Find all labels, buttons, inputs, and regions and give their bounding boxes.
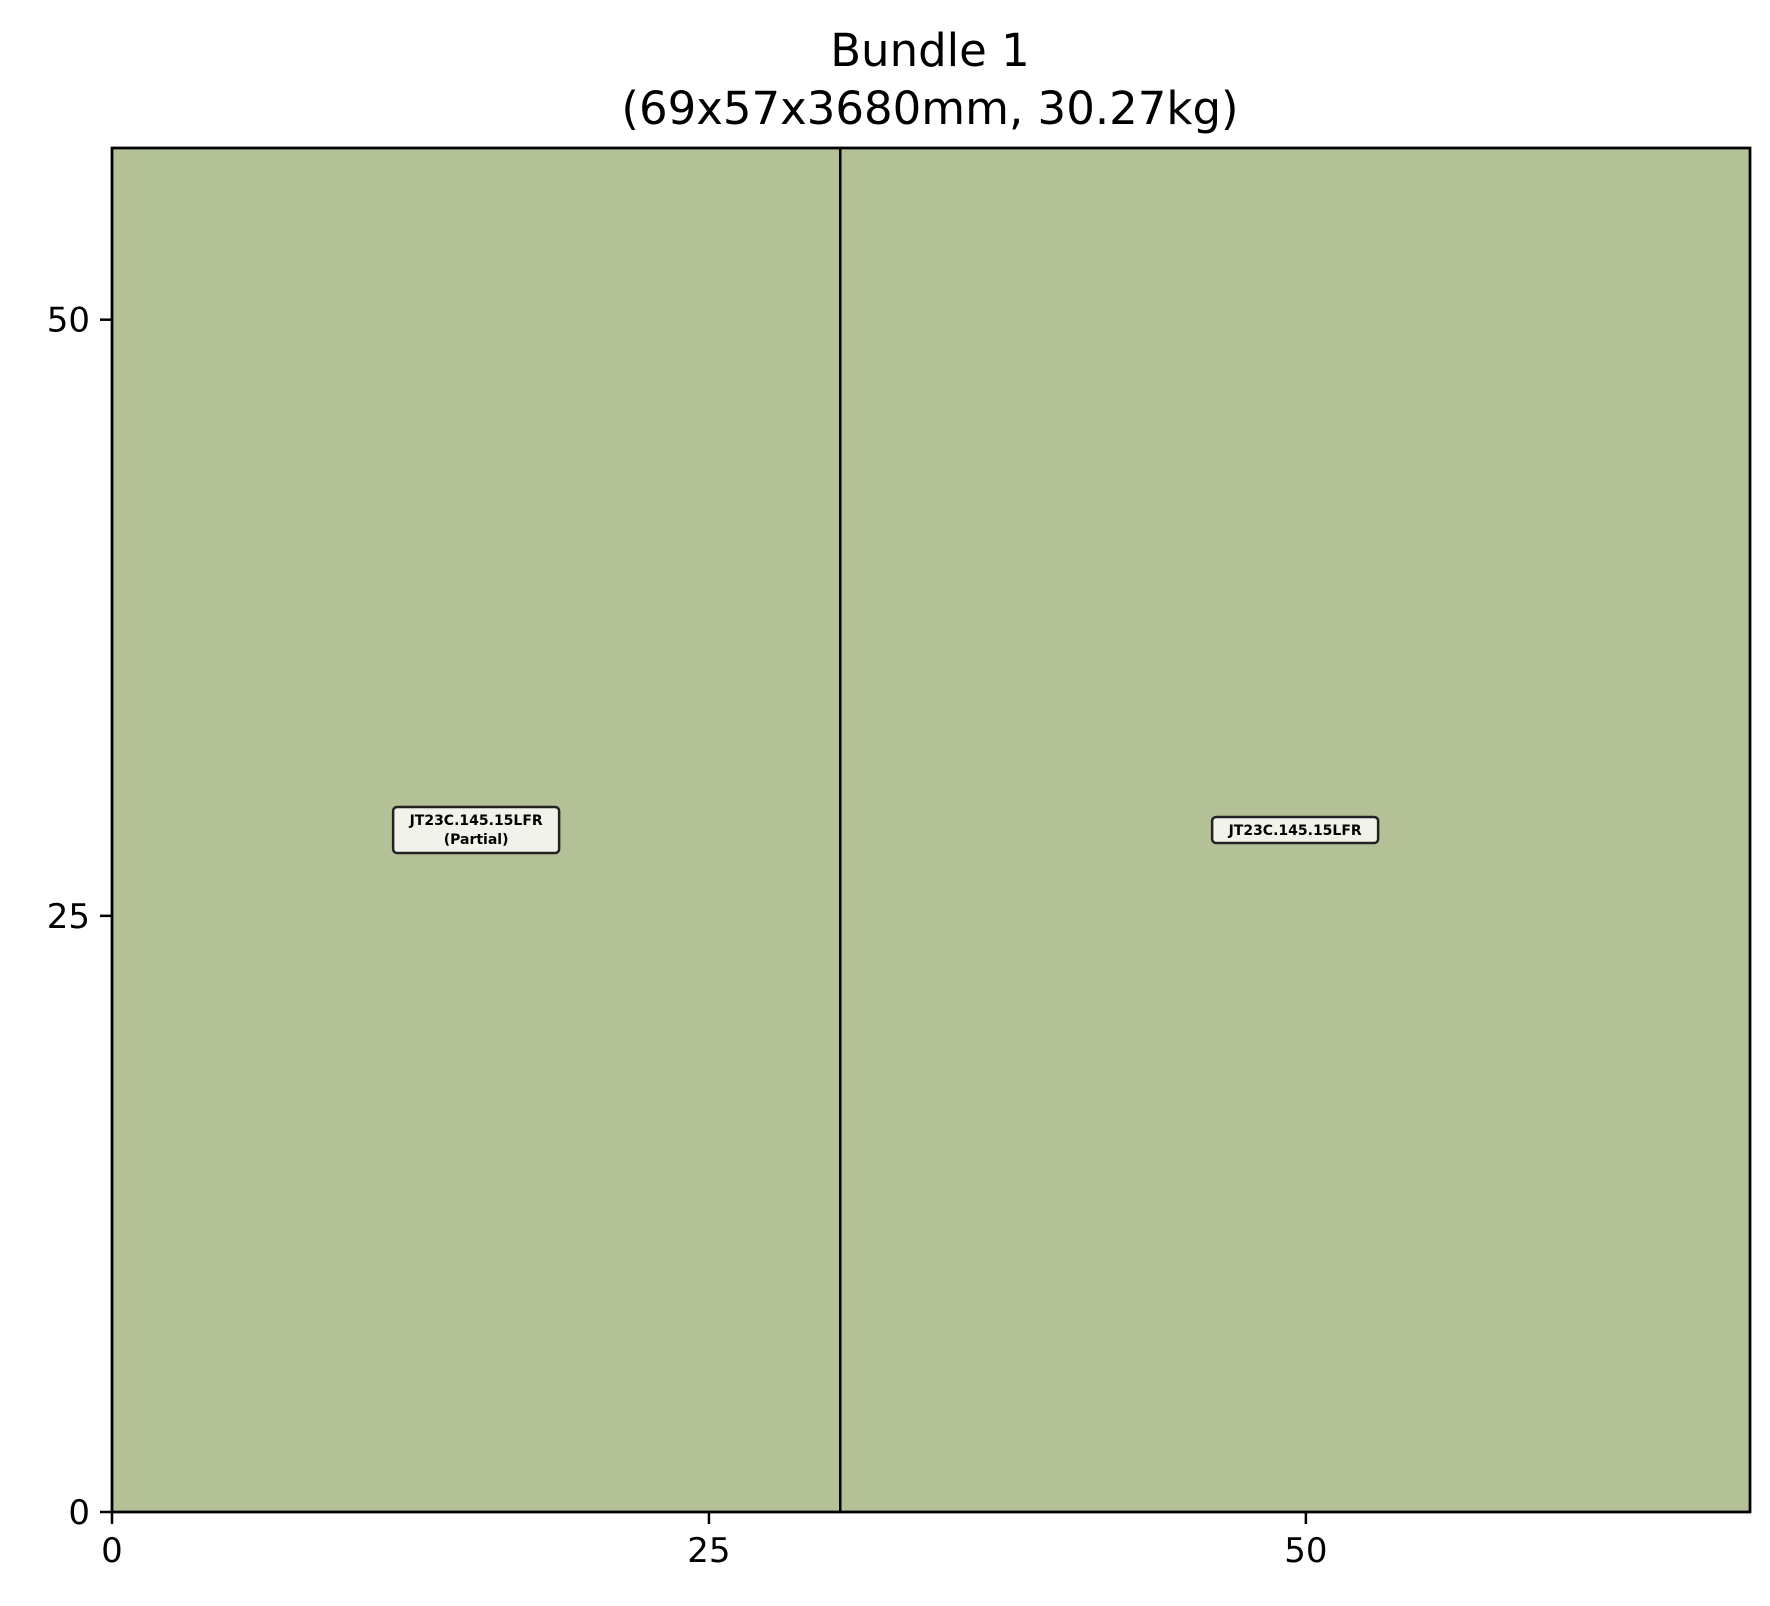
piece-label: JT23C.145.15LFR bbox=[409, 813, 543, 829]
axes-frame bbox=[110, 146, 1752, 1514]
piece-label: JT23C.145.15LFR bbox=[1228, 823, 1362, 839]
plot-area: JT23C.145.15LFR (Partial) JT23C.145.15LFR bbox=[110, 146, 1752, 1514]
x-tick-label: 50 bbox=[1284, 1531, 1327, 1571]
piece-label-box bbox=[1210, 815, 1380, 845]
y-tick-label: 25 bbox=[47, 897, 90, 937]
chart-subtitle: (69x57x3680mm, 30.27kg) bbox=[621, 82, 1238, 135]
y-tick-label: 0 bbox=[68, 1493, 90, 1533]
piece-label-box bbox=[391, 805, 561, 855]
chart-title: Bundle 1 bbox=[830, 24, 1030, 77]
x-tick-label: 25 bbox=[687, 1531, 730, 1571]
piece-sublabel: (Partial) bbox=[444, 832, 509, 848]
axis-ticks: 0 25 50 0 25 50 bbox=[47, 301, 1328, 1571]
x-tick-label: 0 bbox=[101, 1531, 123, 1571]
y-tick-label: 50 bbox=[47, 301, 90, 341]
